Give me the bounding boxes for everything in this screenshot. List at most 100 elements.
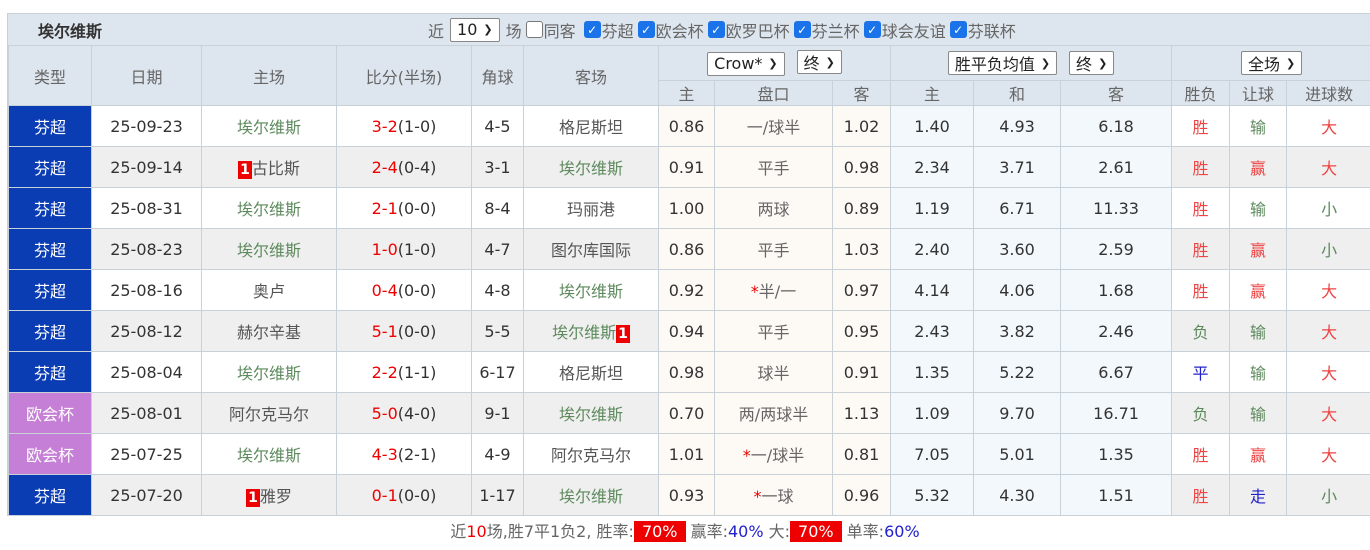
summary-text: 近 <box>450 522 467 541</box>
table-row: 芬超 25-08-12 赫尔辛基 5-1(0-0) 5-5 埃尔维斯 1 0.94… <box>8 310 1370 352</box>
euro-draw-odds: 5.01 <box>973 433 1062 475</box>
home-team-link[interactable]: 埃尔维斯 <box>236 118 301 137</box>
score-cell[interactable]: 2-2(1-1) <box>336 351 472 393</box>
table-row: 芬超 25-08-23 埃尔维斯 1-0(1-0) 4-7 图尔库国际 0.86… <box>8 228 1370 270</box>
header-score: 比分(半场) <box>336 45 472 106</box>
period-select[interactable]: 全场 ❯ <box>1240 51 1303 75</box>
league-type[interactable]: 芬超 <box>8 310 92 352</box>
score-cell[interactable]: 3-2(1-0) <box>336 105 472 147</box>
table-row: 芬超 25-08-16 奥卢 0-4(0-0) 4-8 埃尔维斯 0.92 *半… <box>8 269 1370 311</box>
away-team-link[interactable]: 格尼斯坦 <box>558 118 623 137</box>
asian-line: 球半 <box>757 364 790 383</box>
league-type[interactable]: 欧会杯 <box>8 392 92 434</box>
score-cell[interactable]: 4-3(2-1) <box>336 433 472 475</box>
home-team-link[interactable]: 赫尔辛基 <box>236 323 301 342</box>
away-cell: 埃尔维斯 <box>523 392 659 434</box>
league-type[interactable]: 芬超 <box>8 105 92 147</box>
handicap-result: 输 <box>1229 392 1288 434</box>
away-team-link[interactable]: 埃尔维斯 <box>558 405 623 424</box>
euro-draw-odds: 5.22 <box>973 351 1062 393</box>
league-checkbox[interactable]: ✓ <box>583 21 601 38</box>
home-team-link[interactable]: 阿尔克马尔 <box>228 405 309 424</box>
asian-stage-select[interactable]: 终 ❯ <box>796 50 842 75</box>
asian-company-select[interactable]: Crow* ❯ <box>707 51 785 76</box>
home-cell: 赫尔辛基 <box>201 310 337 352</box>
match-count-select[interactable]: 10 ❯ <box>450 17 500 42</box>
euro-stage-select[interactable]: 终 ❯ <box>1069 51 1115 75</box>
league-type[interactable]: 芬超 <box>8 474 92 516</box>
handicap-result: 输 <box>1229 187 1288 229</box>
chevron-down-icon: ❯ <box>825 55 835 69</box>
league-type[interactable]: 欧会杯 <box>8 433 92 475</box>
over-under-result: 大 <box>1286 392 1370 434</box>
header-result: 胜负 <box>1171 80 1231 106</box>
over-under-result: 大 <box>1286 269 1370 311</box>
home-team-link[interactable]: 古比斯 <box>251 159 300 178</box>
euro-away-odds: 1.35 <box>1060 433 1173 475</box>
cover-rate: 40% <box>727 522 764 541</box>
asian-line: 一/球半 <box>750 446 805 465</box>
header-date: 日期 <box>91 45 202 106</box>
away-team-link[interactable]: 埃尔维斯 <box>552 323 617 342</box>
score-cell[interactable]: 2-1(0-0) <box>336 187 472 229</box>
league-type[interactable]: 芬超 <box>8 146 92 188</box>
away-team-link[interactable]: 埃尔维斯 <box>558 159 623 178</box>
asian-line: 平手 <box>757 323 790 342</box>
score-cell[interactable]: 1-0(1-0) <box>336 228 472 270</box>
home-team-link[interactable]: 雅罗 <box>259 487 292 506</box>
odd-rate: 60% <box>884 522 920 541</box>
euro-draw-odds: 9.70 <box>973 392 1062 434</box>
league-checkbox[interactable]: ✓ <box>707 21 725 38</box>
full-score: 2-2 <box>371 362 398 382</box>
league-type[interactable]: 芬超 <box>8 187 92 229</box>
asian-line: 一/球半 <box>746 118 801 137</box>
header-asian-away: 客 <box>831 80 892 106</box>
home-cell: 埃尔维斯 <box>201 105 337 147</box>
league-type[interactable]: 芬超 <box>8 228 92 270</box>
table-row: 芬超 25-09-14 1 古比斯 2-4(0-4) 3-1 埃尔维斯 0.91 … <box>8 146 1370 188</box>
league-type[interactable]: 芬超 <box>8 269 92 311</box>
home-team-link[interactable]: 奥卢 <box>252 282 285 301</box>
home-team-link[interactable]: 埃尔维斯 <box>236 446 301 465</box>
score-cell[interactable]: 5-0(4-0) <box>336 392 472 434</box>
result: 负 <box>1171 310 1231 352</box>
asian-line: 一球 <box>761 487 794 506</box>
asian-away-odds: 1.03 <box>831 228 892 270</box>
full-score: 3-2 <box>371 116 398 136</box>
league-checkbox[interactable]: ✓ <box>949 21 967 38</box>
table-row: 芬超 25-08-04 埃尔维斯 2-2(1-1) 6-17 格尼斯坦 0.98… <box>8 351 1370 393</box>
score-cell[interactable]: 0-1(0-0) <box>336 474 472 516</box>
home-team-link[interactable]: 埃尔维斯 <box>236 241 301 260</box>
league-checkbox[interactable]: ✓ <box>863 21 881 38</box>
score-cell[interactable]: 2-4(0-4) <box>336 146 472 188</box>
red-card-badge: 1 <box>238 161 252 179</box>
away-team-link[interactable]: 玛丽港 <box>566 200 615 219</box>
asian-home-odds: 0.93 <box>658 474 715 516</box>
home-team-link[interactable]: 埃尔维斯 <box>236 200 301 219</box>
over-under-result: 小 <box>1286 228 1370 270</box>
home-team-link[interactable]: 埃尔维斯 <box>236 364 301 383</box>
over-under-result: 小 <box>1286 474 1370 516</box>
asian-home-odds: 1.00 <box>658 187 715 229</box>
full-score: 0-4 <box>371 280 398 300</box>
match-date: 25-08-23 <box>91 228 202 270</box>
away-team-link[interactable]: 埃尔维斯 <box>558 487 623 506</box>
away-team-link[interactable]: 图尔库国际 <box>550 241 631 260</box>
league-checkbox[interactable]: ✓ <box>793 21 811 38</box>
match-date: 25-08-31 <box>91 187 202 229</box>
score-cell[interactable]: 0-4(0-0) <box>336 269 472 311</box>
corner-score: 3-1 <box>471 146 524 188</box>
away-team-link[interactable]: 阿尔克马尔 <box>550 446 631 465</box>
away-team-link[interactable]: 格尼斯坦 <box>558 364 623 383</box>
same-home-label: 同客 <box>543 21 576 41</box>
euro-type-select[interactable]: 胜平负均值 ❯ <box>947 51 1058 75</box>
league-checkbox[interactable]: ✓ <box>637 21 655 38</box>
asian-line: 两球 <box>757 200 790 219</box>
same-home-checkbox[interactable] <box>525 21 543 38</box>
header-over-under: 进球数 <box>1286 80 1370 106</box>
asian-line-cell: 平手 <box>714 310 833 352</box>
league-type[interactable]: 芬超 <box>8 351 92 393</box>
score-cell[interactable]: 5-1(0-0) <box>336 310 472 352</box>
title-bar: 埃尔维斯 近 10 ❯ 场 同客 ✓ 芬超 ✓ 欧会杯 ✓ 欧罗巴杯 ✓ 芬兰杯 ✓ 球会友谊 ✓ 芬联… <box>8 13 1370 45</box>
away-team-link[interactable]: 埃尔维斯 <box>558 282 623 301</box>
